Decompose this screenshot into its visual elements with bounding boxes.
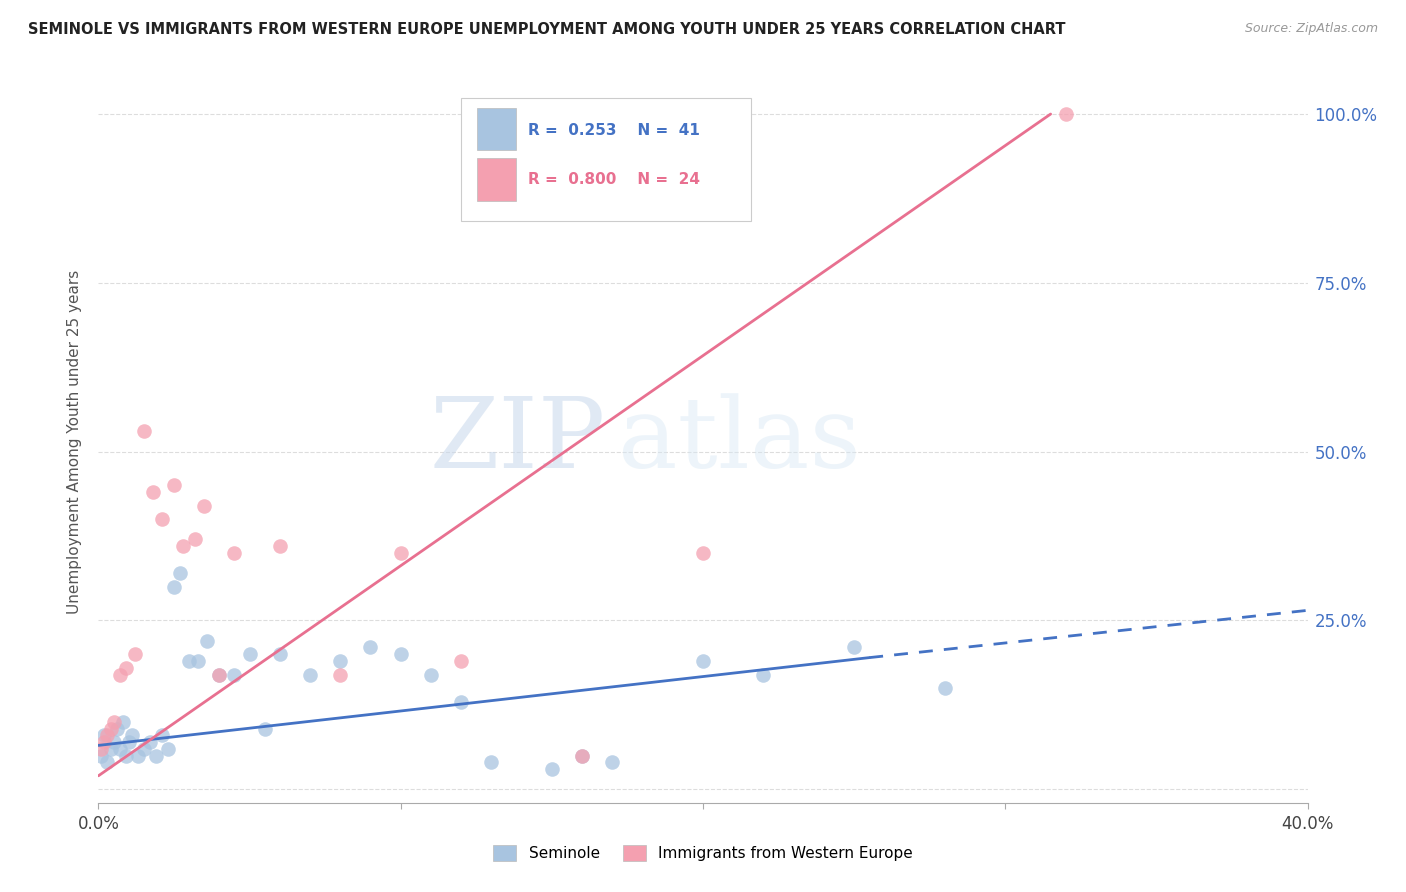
Point: [156, 741, 179, 756]
Y-axis label: Unemployment Among Youth under 25 years: Unemployment Among Youth under 25 years: [67, 269, 83, 614]
Text: ZIP: ZIP: [430, 393, 606, 490]
Text: Source: ZipAtlas.com: Source: ZipAtlas.com: [1244, 22, 1378, 36]
Point: [692, 546, 714, 560]
Point: [193, 499, 215, 513]
Point: [269, 647, 291, 661]
Point: [127, 748, 149, 763]
Point: [114, 748, 136, 763]
Point: [571, 748, 593, 763]
Point: [163, 580, 186, 594]
Point: [100, 722, 122, 736]
Point: [132, 425, 155, 439]
Point: [329, 667, 352, 681]
Point: [253, 722, 276, 736]
Point: [299, 667, 322, 681]
Point: [329, 654, 352, 668]
Point: [481, 756, 503, 770]
Point: [90, 741, 112, 756]
Point: [108, 741, 131, 756]
Point: [105, 722, 128, 736]
Point: [450, 654, 472, 668]
Text: SEMINOLE VS IMMIGRANTS FROM WESTERN EUROPE UNEMPLOYMENT AMONG YOUTH UNDER 25 YEA: SEMINOLE VS IMMIGRANTS FROM WESTERN EURO…: [28, 22, 1066, 37]
Point: [93, 735, 115, 749]
Point: [184, 533, 207, 547]
Point: [145, 748, 167, 763]
Point: [96, 756, 118, 770]
FancyBboxPatch shape: [477, 158, 516, 201]
Point: [389, 647, 412, 661]
Point: [239, 647, 262, 661]
Point: [420, 667, 443, 681]
Point: [360, 640, 382, 655]
Legend: Seminole, Immigrants from Western Europe: Seminole, Immigrants from Western Europe: [488, 839, 918, 867]
Point: [103, 735, 125, 749]
Point: [124, 647, 146, 661]
Point: [389, 546, 412, 560]
Point: [103, 714, 125, 729]
Point: [93, 728, 115, 742]
Point: [96, 728, 118, 742]
Point: [752, 667, 775, 681]
Point: [139, 735, 162, 749]
Point: [100, 741, 122, 756]
Point: [269, 539, 291, 553]
Point: [692, 654, 714, 668]
Point: [111, 714, 134, 729]
Point: [540, 762, 562, 776]
Point: [121, 728, 143, 742]
Point: [142, 485, 165, 500]
Text: R =  0.253    N =  41: R = 0.253 N = 41: [527, 123, 700, 138]
Point: [1054, 107, 1077, 121]
Point: [844, 640, 866, 655]
Point: [118, 735, 141, 749]
FancyBboxPatch shape: [461, 98, 751, 221]
Point: [150, 728, 173, 742]
Point: [163, 478, 186, 492]
Point: [132, 741, 155, 756]
Point: [224, 667, 246, 681]
Point: [179, 654, 201, 668]
Point: [172, 539, 194, 553]
Point: [602, 756, 624, 770]
Point: [90, 748, 112, 763]
Point: [108, 667, 131, 681]
Text: R =  0.800    N =  24: R = 0.800 N = 24: [527, 172, 700, 187]
Point: [208, 667, 231, 681]
Point: [934, 681, 956, 695]
Point: [571, 748, 593, 763]
Point: [195, 633, 218, 648]
Point: [150, 512, 173, 526]
Point: [208, 667, 231, 681]
Point: [187, 654, 209, 668]
Point: [224, 546, 246, 560]
Point: [114, 661, 136, 675]
Point: [169, 566, 191, 581]
FancyBboxPatch shape: [477, 108, 516, 151]
Point: [450, 694, 472, 708]
Text: atlas: atlas: [619, 393, 860, 490]
